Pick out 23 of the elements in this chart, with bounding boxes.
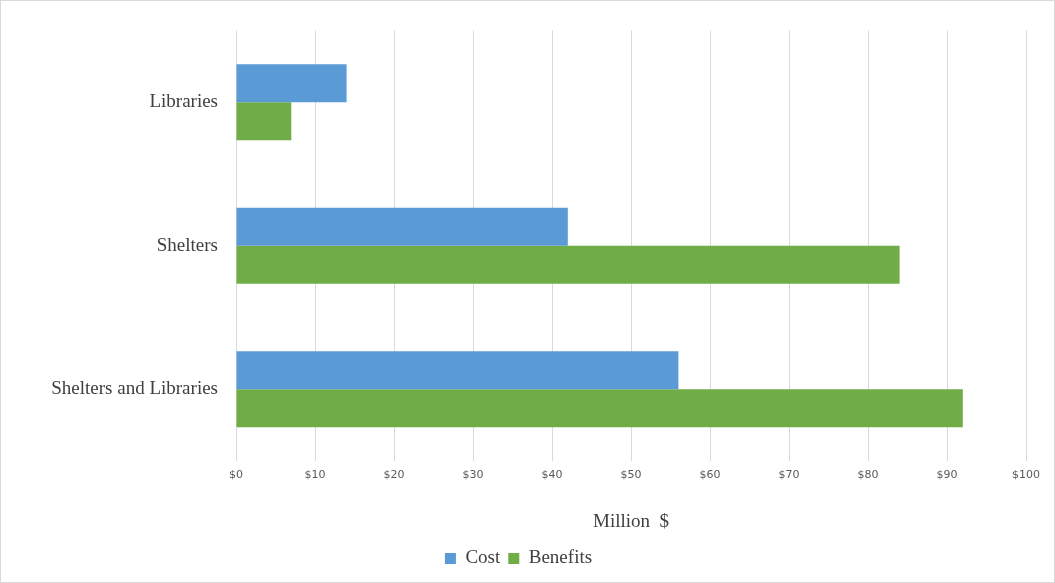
bar xyxy=(236,207,568,246)
bar xyxy=(236,64,347,103)
bar xyxy=(236,351,679,390)
x-tick-label: $50 xyxy=(620,468,642,482)
x-tick-label: $60 xyxy=(699,468,721,482)
x-tick-label: $70 xyxy=(778,468,800,482)
legend-label: Cost xyxy=(465,546,501,568)
legend-label: Benefits xyxy=(528,546,593,568)
x-tick-label: $0 xyxy=(229,468,243,482)
x-tick-label: $80 xyxy=(857,468,879,482)
x-tick-label: $30 xyxy=(462,468,484,482)
bar xyxy=(236,102,292,141)
x-tick-label: $20 xyxy=(383,468,405,482)
x-axis-title: Million $ xyxy=(592,509,670,531)
x-tick-label: $10 xyxy=(304,468,326,482)
y-tick-label: Shelters xyxy=(156,233,218,255)
y-tick-label: Shelters and Libraries xyxy=(51,377,218,399)
bar xyxy=(236,389,963,428)
x-tick-label: $90 xyxy=(936,468,958,482)
x-tick-label: $100 xyxy=(1012,468,1040,482)
x-tick-label: $40 xyxy=(541,468,563,482)
bar xyxy=(236,245,900,284)
y-tick-label: Libraries xyxy=(149,90,218,112)
